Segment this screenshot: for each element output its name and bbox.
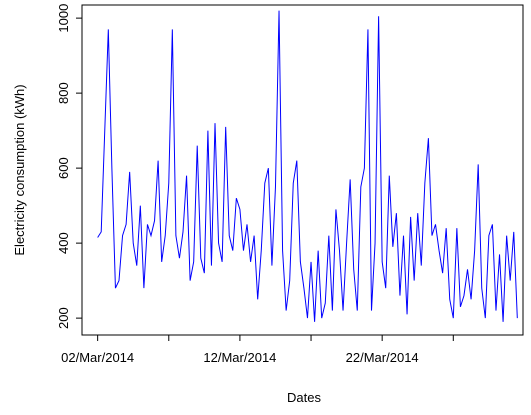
x-axis-label: Dates	[287, 390, 321, 405]
y-axis-label: Electricity consumption (kWh)	[12, 84, 27, 255]
x-tick-label: 22/Mar/2014	[346, 350, 419, 365]
x-tick-label: 12/Mar/2014	[203, 350, 276, 365]
y-tick-label: 600	[56, 157, 71, 179]
y-tick-label: 200	[56, 307, 71, 329]
y-tick-label: 800	[56, 82, 71, 104]
plot-box	[81, 4, 524, 336]
x-tick-label: 02/Mar/2014	[61, 350, 134, 365]
data-line	[97, 10, 518, 322]
y-tick-label: 1000	[56, 4, 71, 33]
y-tick-label: 400	[56, 232, 71, 254]
